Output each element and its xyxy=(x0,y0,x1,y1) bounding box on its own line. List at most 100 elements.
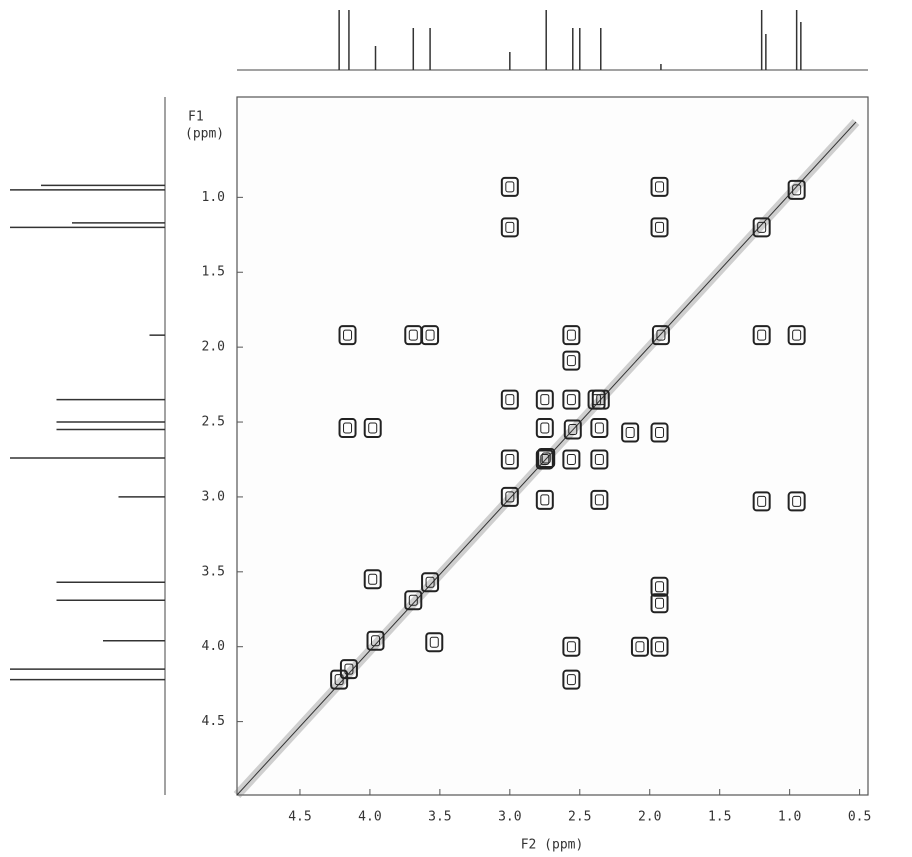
y-axis-unit: (ppm) xyxy=(185,127,224,142)
cross-peak xyxy=(787,491,806,512)
cross-peak-inner xyxy=(334,674,344,686)
cross-peak-inner xyxy=(566,355,576,367)
cross-peak xyxy=(787,325,806,346)
cross-peak xyxy=(787,179,806,200)
y-tick-label: 3.5 xyxy=(202,564,225,579)
cross-peak xyxy=(650,576,669,597)
cross-peak-inner xyxy=(566,453,576,465)
x-tick-label: 4.0 xyxy=(358,810,381,825)
y-tick-label: 4.5 xyxy=(202,714,225,729)
cross-peak xyxy=(562,325,581,346)
x-tick-label: 2.5 xyxy=(568,810,591,825)
cross-peak xyxy=(330,669,349,690)
cross-peak-inner xyxy=(656,329,666,341)
cross-peak xyxy=(425,632,444,653)
cross-peak-inner xyxy=(568,424,578,436)
cross-peak-inner xyxy=(594,422,604,434)
y-tick-label: 3.0 xyxy=(202,489,225,504)
y-axis-label: F1 xyxy=(188,110,204,125)
cross-peak xyxy=(500,486,519,507)
cross-peak xyxy=(650,176,669,197)
cross-peak xyxy=(651,325,670,346)
y-tick-label: 2.5 xyxy=(202,415,225,430)
cross-peak-inner xyxy=(343,422,353,434)
cross-peak-inner xyxy=(635,641,645,653)
cross-peak xyxy=(535,389,554,410)
cross-peak-inner xyxy=(792,495,802,507)
cross-peak-inner xyxy=(625,427,635,439)
cross-peak-inner xyxy=(368,573,378,585)
cross-peak xyxy=(621,422,640,443)
cross-peak xyxy=(591,389,610,410)
x-axis-label: F2 (ppm) xyxy=(521,838,584,853)
cross-peak xyxy=(562,389,581,410)
cross-peak xyxy=(421,325,440,346)
cross-peak xyxy=(650,593,669,614)
cross-peak-inner xyxy=(655,221,665,233)
cross-peak-inner xyxy=(757,329,767,341)
cross-peak xyxy=(339,659,358,680)
y-tick-label: 2.0 xyxy=(202,340,225,355)
cross-peak-inner xyxy=(566,394,576,406)
cross-peak xyxy=(590,449,609,470)
cross-peak-inner xyxy=(425,576,435,588)
x-tick-label: 1.0 xyxy=(778,810,801,825)
cross-peak-inner xyxy=(566,674,576,686)
cross-peak-inner xyxy=(505,453,515,465)
x-tick-label: 4.5 xyxy=(288,810,311,825)
cross-peak-inner xyxy=(408,594,418,606)
cross-peak-inner xyxy=(540,422,550,434)
cross-peak xyxy=(404,590,423,611)
cross-peak-inner xyxy=(371,635,381,647)
cross-peak xyxy=(752,217,771,238)
cross-peak-inner xyxy=(505,221,515,233)
cross-peak-inner xyxy=(596,394,606,406)
x-tick-label: 3.0 xyxy=(498,810,521,825)
cross-peak-inner xyxy=(505,394,515,406)
cross-peak xyxy=(563,419,582,440)
cross-peak xyxy=(590,489,609,510)
cross-peak xyxy=(562,449,581,470)
cross-peak xyxy=(338,418,357,439)
cross-peak-inner xyxy=(792,329,802,341)
cross-peak xyxy=(650,422,669,443)
cross-peak xyxy=(500,217,519,238)
cross-peak xyxy=(500,389,519,410)
cross-peak xyxy=(590,418,609,439)
cross-peak-inner xyxy=(594,494,604,506)
cross-peak xyxy=(630,636,649,657)
x-tick-label: 0.5 xyxy=(848,810,871,825)
cross-peak xyxy=(752,325,771,346)
cross-peak-inner xyxy=(594,453,604,465)
cross-peak-inner xyxy=(655,181,665,193)
cross-peak-inner xyxy=(655,427,665,439)
cross-peak xyxy=(366,630,385,651)
cross-peak xyxy=(535,418,554,439)
cross-peak-inner xyxy=(655,641,665,653)
cross-peak-inner xyxy=(425,329,435,341)
cross-peak-inner xyxy=(540,453,550,465)
cross-peak-inner xyxy=(540,394,550,406)
cross-peak-inner xyxy=(429,636,439,648)
cross-peak xyxy=(752,491,771,512)
y-tick-label: 4.0 xyxy=(202,639,225,654)
cross-peak xyxy=(535,449,554,470)
cross-peak-inner xyxy=(792,184,802,196)
cross-peak xyxy=(562,636,581,657)
x-tick-label: 2.0 xyxy=(638,810,661,825)
cross-peak-inner xyxy=(505,181,515,193)
cross-peak-inner xyxy=(540,494,550,506)
cross-peak xyxy=(562,350,581,371)
y-tick-label: 1.5 xyxy=(202,265,225,280)
cross-peak xyxy=(650,636,669,657)
y-tick-label: 1.0 xyxy=(202,190,225,205)
cross-peak-inner xyxy=(344,663,354,675)
cross-peak xyxy=(363,569,382,590)
cross-peak xyxy=(535,489,554,510)
cross-peak xyxy=(500,449,519,470)
cross-peak-inner xyxy=(655,581,665,593)
cross-peak-inner xyxy=(757,221,767,233)
cross-peak xyxy=(363,418,382,439)
cross-peak-inner xyxy=(566,329,576,341)
